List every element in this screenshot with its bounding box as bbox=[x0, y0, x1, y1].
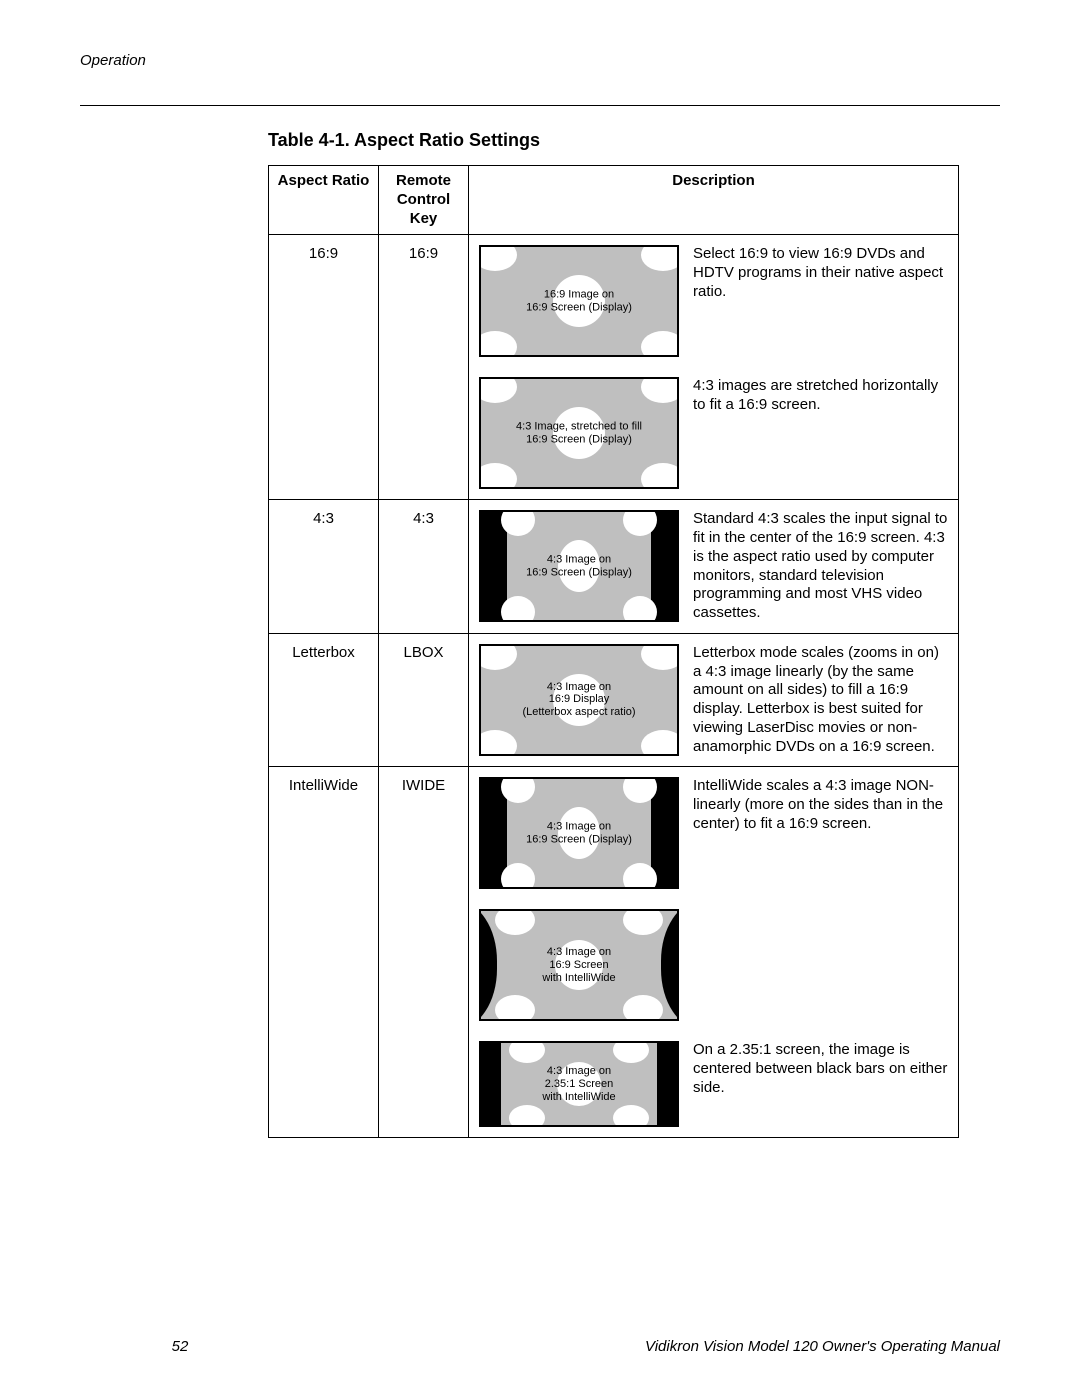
col-aspect-ratio: Aspect Ratio bbox=[269, 166, 379, 235]
description-block: 4:3 Image on16:9 Screenwith IntelliWide bbox=[469, 899, 958, 1031]
col-remote-key: Remote Control Key bbox=[379, 166, 469, 235]
cell-remote-key: 16:9 bbox=[379, 235, 469, 500]
aspect-diagram: 4:3 Image on2.35:1 Screenwith IntelliWid… bbox=[479, 1041, 679, 1127]
table-row: IntelliWideIWIDE4:3 Image on16:9 Screen … bbox=[269, 767, 959, 1138]
table-row: 4:34:34:3 Image on16:9 Screen (Display)S… bbox=[269, 500, 959, 634]
cell-remote-key: IWIDE bbox=[379, 767, 469, 1138]
col-description: Description bbox=[469, 166, 959, 235]
cell-aspect-ratio: 4:3 bbox=[269, 500, 379, 634]
aspect-diagram: 4:3 Image on16:9 Display(Letterbox aspec… bbox=[479, 644, 679, 756]
description-text: 4:3 images are stretched horizontally to… bbox=[693, 377, 948, 415]
manual-title: Vidikron Vision Model 120 Owner's Operat… bbox=[645, 1338, 1000, 1355]
description-block: 4:3 Image on16:9 Screen (Display)Standar… bbox=[469, 500, 958, 633]
cell-aspect-ratio: IntelliWide bbox=[269, 767, 379, 1138]
cell-remote-key: 4:3 bbox=[379, 500, 469, 634]
aspect-diagram: 4:3 Image on16:9 Screenwith IntelliWide bbox=[479, 909, 679, 1021]
cell-aspect-ratio: Letterbox bbox=[269, 633, 379, 767]
cell-description: 4:3 Image on16:9 Screen (Display)Standar… bbox=[469, 500, 959, 634]
section-label: Operation bbox=[80, 52, 1000, 69]
aspect-diagram: 4:3 Image on16:9 Screen (Display) bbox=[479, 777, 679, 889]
page-footer: 52 Vidikron Vision Model 120 Owner's Ope… bbox=[80, 1338, 1000, 1355]
table-header-row: Aspect Ratio Remote Control Key Descript… bbox=[269, 166, 959, 235]
description-block: 4:3 Image on2.35:1 Screenwith IntelliWid… bbox=[469, 1031, 958, 1137]
description-block: 16:9 Image on16:9 Screen (Display)Select… bbox=[469, 235, 958, 367]
table-row: LetterboxLBOX4:3 Image on16:9 Display(Le… bbox=[269, 633, 959, 767]
table-row: 16:916:916:9 Image on16:9 Screen (Displa… bbox=[269, 235, 959, 500]
aspect-diagram: 16:9 Image on16:9 Screen (Display) bbox=[479, 245, 679, 357]
description-text: Select 16:9 to view 16:9 DVDs and HDTV p… bbox=[693, 245, 948, 301]
description-block: 4:3 Image on16:9 Display(Letterbox aspec… bbox=[469, 634, 958, 767]
description-text: Letterbox mode scales (zooms in on) a 4:… bbox=[693, 644, 948, 757]
description-block: 4:3 Image on16:9 Screen (Display)Intelli… bbox=[469, 767, 958, 899]
description-block: 4:3 Image, stretched to fill16:9 Screen … bbox=[469, 367, 958, 499]
description-text: IntelliWide scales a 4:3 image NON-linea… bbox=[693, 777, 948, 833]
cell-aspect-ratio: 16:9 bbox=[269, 235, 379, 500]
description-text: On a 2.35:1 screen, the image is centere… bbox=[693, 1041, 948, 1097]
cell-description: 16:9 Image on16:9 Screen (Display)Select… bbox=[469, 235, 959, 500]
table-title: Table 4-1. Aspect Ratio Settings bbox=[268, 130, 1000, 151]
aspect-diagram: 4:3 Image on16:9 Screen (Display) bbox=[479, 510, 679, 622]
cell-remote-key: LBOX bbox=[379, 633, 469, 767]
header-rule bbox=[80, 105, 1000, 106]
aspect-ratio-table: Aspect Ratio Remote Control Key Descript… bbox=[268, 165, 959, 1138]
cell-description: 4:3 Image on16:9 Screen (Display)Intelli… bbox=[469, 767, 959, 1138]
description-text: Standard 4:3 scales the input signal to … bbox=[693, 510, 948, 623]
page-number: 52 bbox=[80, 1338, 280, 1355]
cell-description: 4:3 Image on16:9 Display(Letterbox aspec… bbox=[469, 633, 959, 767]
aspect-diagram: 4:3 Image, stretched to fill16:9 Screen … bbox=[479, 377, 679, 489]
